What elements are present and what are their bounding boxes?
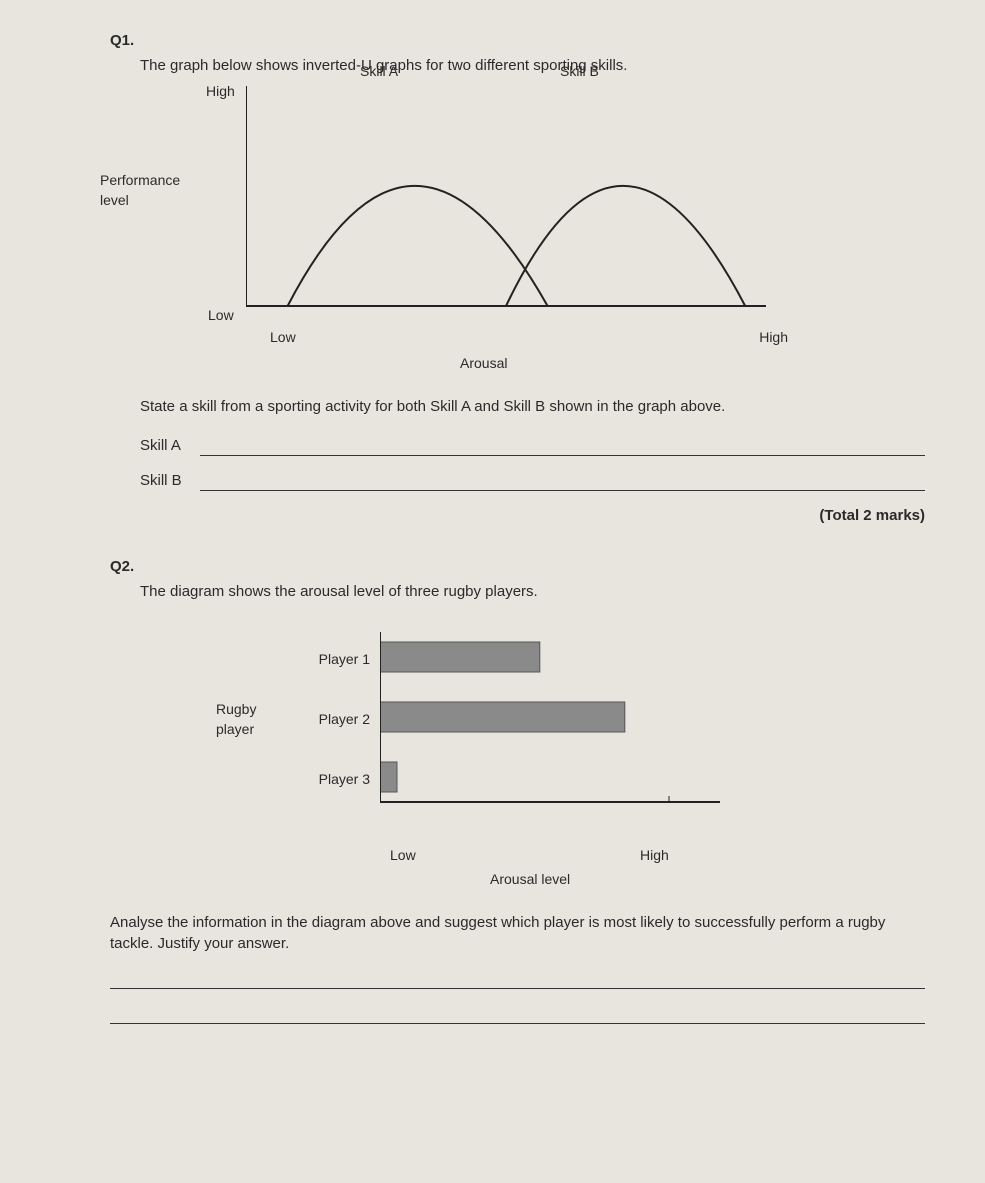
skill-b-label: Skill B — [560, 62, 599, 82]
q2-answer-line-1[interactable] — [110, 988, 925, 989]
q1-number: Q1. — [110, 30, 925, 51]
y-axis-title: Performance level — [100, 171, 180, 210]
q1-chart-svg — [246, 86, 786, 326]
q1-intro: The graph below shows inverted-U graphs … — [140, 55, 925, 76]
q2-number: Q2. — [110, 556, 925, 577]
x-high-label: High — [759, 328, 788, 348]
y-title-line1: Performance — [100, 172, 180, 188]
y-high-label: High — [206, 82, 235, 102]
q1-total-marks: (Total 2 marks) — [110, 505, 925, 526]
q1-answer-b-row: Skill B — [140, 470, 925, 491]
y-title-line2: level — [100, 192, 129, 208]
q1-prompt: State a skill from a sporting activity f… — [140, 396, 925, 417]
answer-b-input[interactable] — [200, 473, 925, 491]
q2-x-high: High — [640, 846, 669, 866]
y-low-label: Low — [208, 306, 234, 326]
q2-y-title-l2: player — [216, 721, 254, 737]
q2-y-title-l1: Rugby — [216, 701, 256, 717]
x-axis-title: Arousal — [460, 354, 507, 374]
x-low-label: Low — [270, 328, 296, 348]
skill-a-label: Skill A — [360, 62, 398, 82]
q2-x-title: Arousal level — [490, 870, 570, 890]
q2-prompt: Analyse the information in the diagram a… — [110, 912, 925, 954]
bar-label-1: Player 1 — [290, 650, 370, 670]
q2-chart: Rugby player Player 1 Player 2 Player 3 … — [290, 622, 750, 872]
q1-block: Q1. The graph below shows inverted-U gra… — [110, 30, 925, 526]
q2-y-title: Rugby player — [216, 700, 256, 739]
answer-b-label: Skill B — [140, 470, 200, 491]
answer-a-label: Skill A — [140, 435, 200, 456]
q2-intro: The diagram shows the arousal level of t… — [140, 581, 925, 602]
q2-block: Q2. The diagram shows the arousal level … — [110, 556, 925, 1024]
q1-chart: Skill A Skill B High Performance level L… — [210, 86, 925, 346]
bar-label-2: Player 2 — [290, 710, 370, 730]
answer-a-input[interactable] — [200, 438, 925, 456]
q1-answer-a-row: Skill A — [140, 435, 925, 456]
bar-label-3: Player 3 — [290, 770, 370, 790]
q2-answer-line-2[interactable] — [110, 1023, 925, 1024]
q2-x-low: Low — [390, 846, 416, 866]
q2-chart-svg — [380, 622, 820, 842]
